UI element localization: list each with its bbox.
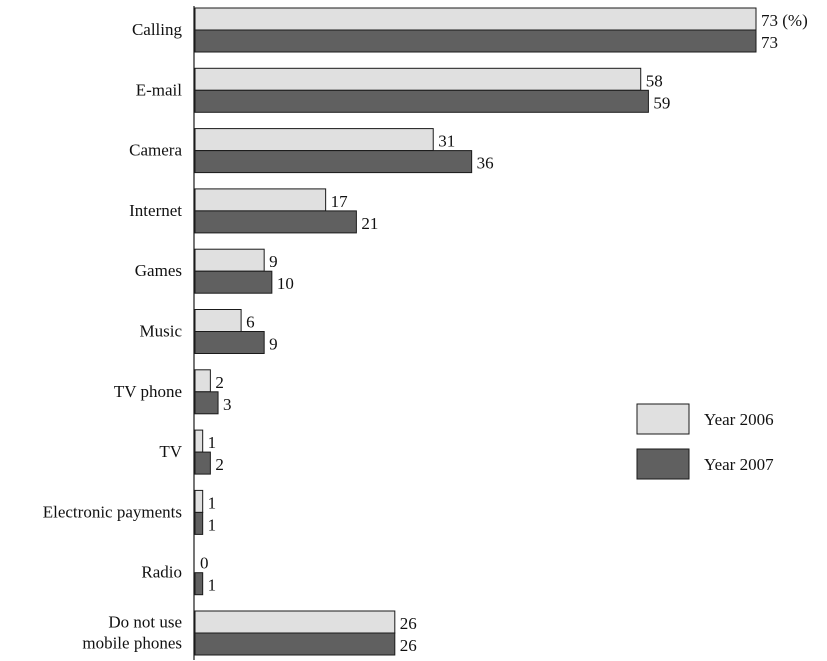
value-label-year-2007-internet: 21 [361,214,378,233]
bar-year-2007-tv [194,451,211,475]
category-label-radio: Radio [141,563,182,582]
value-label-year-2006-radio: 0 [200,554,209,573]
value-label-year-2006-camera: 31 [438,132,455,151]
bar-year-2007-e-mail [194,89,649,113]
category-label-electronic-payments: Electronic payments [43,502,182,521]
value-label-year-2007-do-not-use-mobile-phones: 26 [400,636,417,655]
bar-year-2006-tv-phone [194,369,211,393]
bar-year-2007-tv-phone [194,391,219,415]
category-label-do-not-use-mobile-phones: Do not use mobile phones [82,613,182,653]
bar-year-2006-calling [194,7,757,31]
value-label-year-2007-games: 10 [277,274,294,293]
value-label-year-2007-e-mail: 59 [653,93,670,112]
value-label-year-2006-electronic-payments: 1 [208,493,217,512]
bar-year-2006-do-not-use-mobile-phones [194,610,396,634]
category-label-calling: Calling [132,20,183,39]
value-label-year-2006-tv-phone: 2 [215,373,224,392]
legend: Year 2006 Year 2007 [636,403,774,480]
legend-label-year-2007: Year 2007 [704,455,774,474]
category-label-games: Games [135,261,182,280]
legend-label-year-2006: Year 2006 [704,410,774,429]
bar-year-2006-internet [194,188,327,212]
bar-year-2006-e-mail [194,67,642,91]
bar-year-2006-electronic-payments [194,489,204,513]
bar-year-2007-calling [194,29,757,53]
value-label-year-2007-music: 9 [269,335,278,354]
bar-year-2007-music [194,331,265,354]
value-label-year-2007-electronic-payments: 1 [208,515,217,534]
value-label-year-2006-do-not-use-mobile-phones: 26 [400,614,417,633]
value-label-year-2006-e-mail: 58 [646,71,663,90]
value-label-year-2006-games: 9 [269,252,278,271]
bar-year-2007-do-not-use-mobile-phones [194,632,396,656]
value-label-year-2007-tv: 2 [215,455,224,474]
bar-year-2006-camera [194,128,434,152]
category-label-tv-phone: TV phone [114,382,182,401]
category-label-music: Music [140,322,183,341]
bar-year-2006-tv [194,429,204,453]
value-label-year-2007-tv-phone: 3 [223,395,232,414]
bar-year-2006-music [194,309,242,332]
value-label-year-2006-tv: 1 [208,433,217,452]
value-label-year-2006-music: 6 [246,313,255,332]
bar-year-2007-radio [194,572,204,596]
bar-year-2007-games [194,270,273,294]
bar-year-2007-internet [194,210,357,234]
value-label-year-2007-camera: 36 [477,154,494,173]
legend-swatch-year-2007 [636,448,690,480]
value-label-year-2007-radio: 1 [208,576,217,595]
value-label-year-2006-internet: 17 [331,192,349,211]
bars-layer [194,7,757,656]
bar-year-2007-camera [194,150,473,174]
legend-swatch-year-2006 [636,403,690,435]
category-label-tv: TV [159,442,182,461]
bar-year-2006-games [194,248,265,272]
bar-year-2007-electronic-payments [194,511,204,535]
category-label-e-mail: E-mail [136,80,183,99]
category-label-camera: Camera [129,141,182,160]
category-label-internet: Internet [129,201,182,220]
value-label-year-2007-calling: 73 [761,33,778,52]
value-label-year-2006-calling: 73 (%) [761,11,808,30]
